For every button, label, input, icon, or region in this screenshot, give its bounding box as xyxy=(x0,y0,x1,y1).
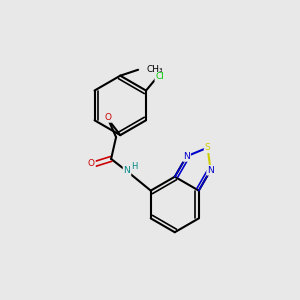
Text: Cl: Cl xyxy=(155,72,164,81)
Text: N: N xyxy=(124,166,130,175)
Text: O: O xyxy=(88,159,95,168)
Text: N: N xyxy=(183,152,190,161)
Text: S: S xyxy=(205,143,211,152)
Text: O: O xyxy=(105,113,112,122)
Text: H: H xyxy=(131,162,137,171)
Text: N: N xyxy=(207,166,214,175)
Text: CH₃: CH₃ xyxy=(146,65,163,74)
